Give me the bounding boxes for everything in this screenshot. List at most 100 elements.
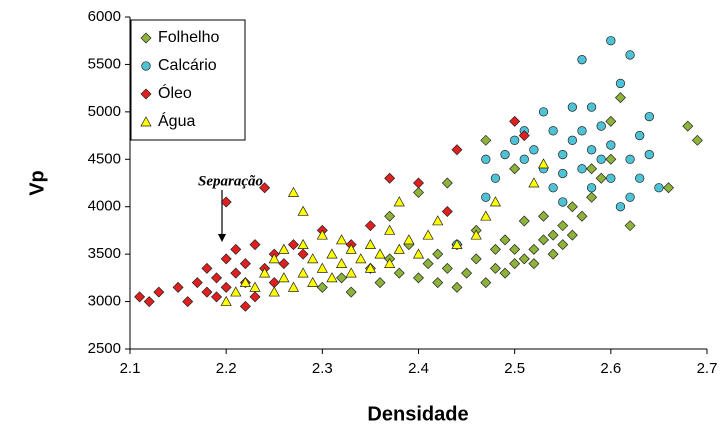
point xyxy=(635,130,645,141)
annotation: Separação xyxy=(198,173,263,189)
point xyxy=(336,272,348,284)
point xyxy=(548,183,558,193)
point xyxy=(586,163,598,175)
point xyxy=(625,192,635,202)
point xyxy=(481,192,491,202)
point xyxy=(364,238,377,250)
point xyxy=(220,295,232,306)
point xyxy=(278,243,290,254)
point xyxy=(654,183,664,193)
point xyxy=(538,234,550,246)
point xyxy=(557,239,569,251)
point xyxy=(297,205,309,216)
point xyxy=(605,153,617,165)
point xyxy=(230,267,242,279)
point xyxy=(422,258,434,270)
legend-label: Água xyxy=(158,111,195,130)
point xyxy=(529,145,539,155)
legend-marker xyxy=(141,61,151,71)
y-tick-label: 5000 xyxy=(88,103,121,120)
point xyxy=(412,248,425,259)
point xyxy=(326,272,338,283)
point xyxy=(480,210,492,221)
point xyxy=(297,267,309,278)
point xyxy=(538,107,549,117)
point xyxy=(499,267,511,279)
point xyxy=(393,267,405,279)
legend-marker xyxy=(140,88,152,100)
point xyxy=(239,276,251,287)
point xyxy=(220,281,232,293)
point xyxy=(287,281,300,292)
x-tick-label: 2.7 xyxy=(697,360,718,377)
point xyxy=(316,229,328,240)
point xyxy=(528,243,540,255)
point xyxy=(268,253,280,264)
point xyxy=(153,286,165,298)
point xyxy=(644,111,654,122)
point xyxy=(172,281,184,293)
legend-marker xyxy=(140,32,152,44)
point xyxy=(239,300,251,312)
x-tick-label: 2.6 xyxy=(600,360,621,377)
point xyxy=(287,186,300,197)
point xyxy=(422,229,434,240)
point xyxy=(316,281,328,293)
point xyxy=(614,92,626,104)
point xyxy=(586,183,597,193)
point xyxy=(519,154,529,164)
point xyxy=(451,281,463,293)
point xyxy=(489,243,501,255)
point xyxy=(509,243,521,255)
point xyxy=(625,154,635,164)
point xyxy=(461,267,473,279)
point xyxy=(595,172,607,184)
legend: Folhelho Calcário Óleo Água xyxy=(140,29,219,130)
point xyxy=(500,149,510,160)
point xyxy=(230,286,242,297)
x-tick-label: 2.4 xyxy=(408,360,429,377)
point xyxy=(547,248,559,260)
x-tick-label: 2.2 xyxy=(216,360,237,377)
point xyxy=(220,253,232,265)
point xyxy=(268,286,280,297)
x-tick-label: 2.1 xyxy=(120,360,141,377)
point xyxy=(558,168,568,179)
point xyxy=(558,197,568,207)
point xyxy=(509,258,521,270)
point xyxy=(432,215,444,226)
point xyxy=(480,134,492,146)
point xyxy=(278,272,290,283)
point xyxy=(451,238,463,250)
point xyxy=(528,258,540,270)
point xyxy=(345,286,357,298)
point xyxy=(518,253,530,265)
point xyxy=(499,234,511,246)
point xyxy=(509,163,521,175)
point xyxy=(615,78,626,89)
point xyxy=(307,276,319,287)
point xyxy=(691,134,703,146)
point xyxy=(528,177,540,188)
point xyxy=(547,229,559,241)
point xyxy=(413,186,424,198)
point xyxy=(432,248,444,260)
point xyxy=(624,220,636,232)
point xyxy=(663,182,675,194)
point xyxy=(470,253,482,265)
legend-marker xyxy=(140,116,152,127)
point xyxy=(201,286,213,298)
y-tick-label: 4500 xyxy=(88,150,121,167)
point xyxy=(230,243,242,255)
point xyxy=(605,115,617,127)
point xyxy=(384,257,396,268)
point xyxy=(307,253,319,264)
point xyxy=(538,210,550,222)
point xyxy=(510,135,520,145)
point xyxy=(345,243,357,254)
point xyxy=(393,243,405,254)
point xyxy=(509,115,521,127)
point xyxy=(596,121,606,131)
point xyxy=(249,291,261,303)
